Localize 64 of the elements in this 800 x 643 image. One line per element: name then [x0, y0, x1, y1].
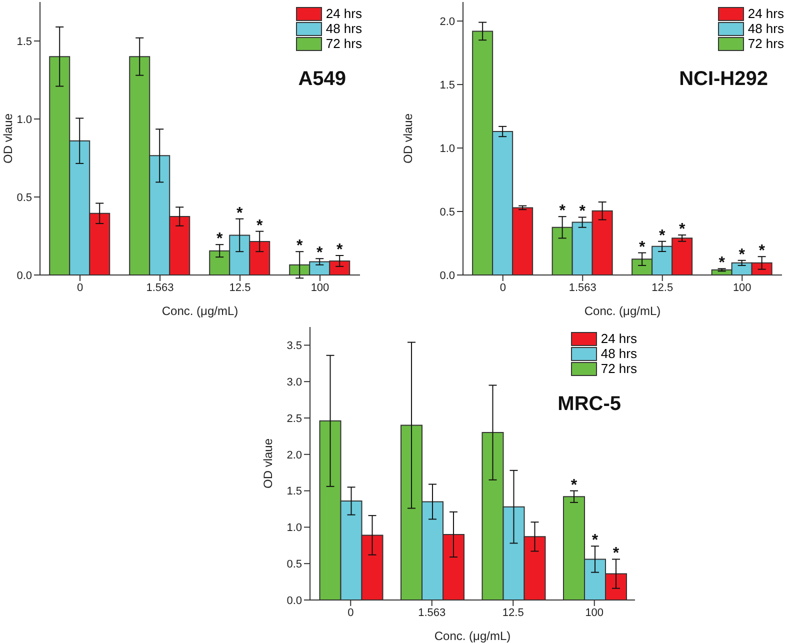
x-tick-label: 0 [500, 282, 506, 294]
legend-label: 24 hrs [748, 6, 784, 21]
data-label: * [658, 227, 666, 244]
y-tick-label: 3.5 [286, 340, 302, 352]
y-tick-label: 1.0 [440, 142, 455, 155]
y-axis-title: OD vlaue [401, 113, 415, 164]
x-tick-label: 100 [585, 606, 604, 619]
data-label: * [316, 244, 324, 262]
data-label: * [592, 532, 599, 550]
y-tick-label: 0.5 [440, 206, 455, 218]
data-label: * [336, 242, 344, 258]
text: NCI-H292 [679, 68, 768, 91]
y-tick-label: 3.0 [286, 376, 302, 389]
x-tick-label: 1.563 [418, 606, 446, 619]
y-tick-label: 2.0 [440, 16, 455, 28]
data-label: * [296, 238, 304, 255]
legend-label: 48 hrs [748, 21, 784, 36]
y-tick-label: 1.5 [286, 486, 302, 498]
data-label: * [559, 202, 566, 220]
x-axis-title: Conc. (μg/mL) [584, 304, 661, 318]
data-label: * [579, 203, 586, 220]
x-tick-label: 100 [310, 282, 330, 294]
data-label: * [758, 242, 766, 260]
text: A549 [298, 68, 346, 91]
x-tick-label: 12.5 [652, 282, 674, 294]
y-axis-title: OD vlaue [1, 113, 15, 164]
x-tick-label: 12.5 [229, 282, 251, 294]
x-axis-title: Conc. (μg/mL) [434, 629, 511, 643]
data-label: * [638, 238, 646, 256]
legend-label: 72 hrs [748, 36, 784, 51]
y-tick-label: 1.0 [16, 114, 32, 126]
y-axis-title: OD vlaue [261, 438, 275, 489]
x-tick-label: 100 [732, 282, 752, 294]
y-tick-label: 0.0 [440, 270, 455, 282]
y-tick-label: 0.5 [286, 558, 302, 571]
legend-label: 48 hrs [326, 21, 362, 36]
y-tick-label: 1.5 [440, 79, 455, 92]
data-label: * [216, 230, 224, 248]
y-tick-label: 2.0 [286, 449, 302, 462]
text: MRC-5 [558, 393, 621, 416]
data-label: * [678, 221, 686, 238]
y-tick-label: 0.5 [16, 192, 32, 204]
x-tick-label: 0 [76, 282, 84, 294]
legend-label: 72 hrs [600, 361, 637, 376]
x-tick-label: 12.5 [502, 606, 524, 619]
legend-label: 24 hrs [326, 6, 362, 21]
y-tick-label: 2.5 [286, 412, 302, 425]
x-tick-label: 0 [348, 606, 354, 619]
data-label: * [738, 246, 746, 264]
legend-label: 72 hrs [326, 36, 362, 51]
x-axis-title: Conc. (μg/mL) [162, 304, 238, 318]
y-tick-label: 0.0 [286, 594, 302, 607]
y-tick-label: 1.0 [286, 522, 302, 534]
legend-label: 24 hrs [600, 331, 637, 346]
x-tick-label: 1.563 [146, 282, 174, 294]
data-label: * [612, 545, 620, 562]
legend-label: 48 hrs [600, 346, 637, 361]
data-label: * [256, 217, 264, 234]
data-label: * [570, 476, 578, 494]
data-label: * [236, 204, 244, 222]
y-tick-label: 1.5 [16, 36, 32, 48]
data-label: * [718, 254, 726, 272]
y-tick-label: 0.0 [16, 270, 32, 282]
x-tick-label: 1.563 [568, 282, 596, 294]
